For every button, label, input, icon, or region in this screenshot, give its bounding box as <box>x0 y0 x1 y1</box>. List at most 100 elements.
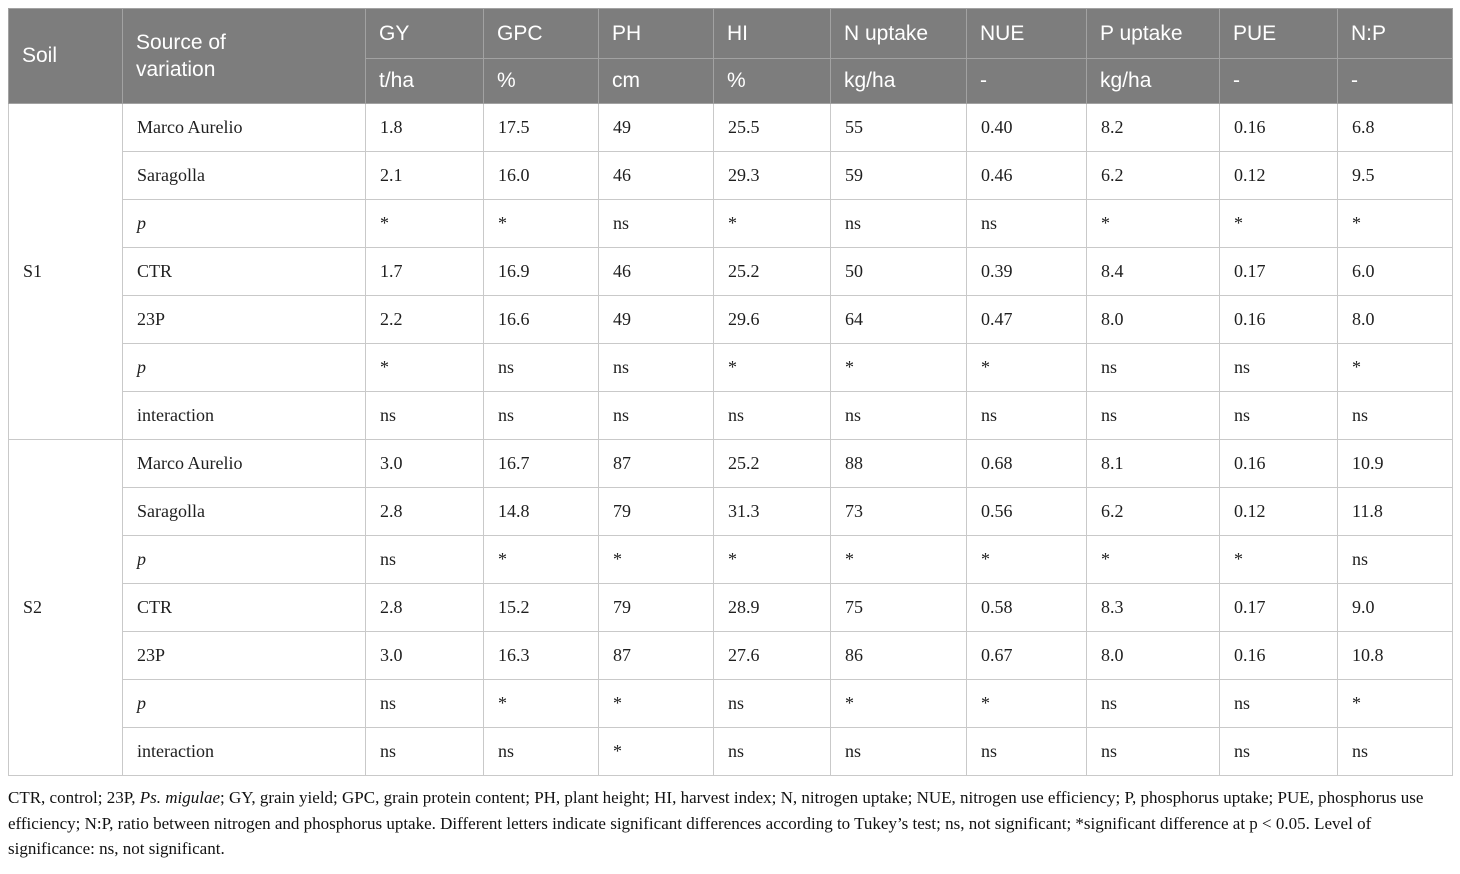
value-cell: ns <box>1337 727 1453 776</box>
value-cell: * <box>1337 343 1453 392</box>
value-cell: ns <box>365 727 484 776</box>
unit-ph: cm <box>598 58 714 104</box>
value-cell: ns <box>713 727 831 776</box>
footnote-text-1: CTR, control; 23P, <box>8 788 140 807</box>
value-cell: * <box>1086 535 1220 584</box>
row-label: p <box>122 199 366 248</box>
value-cell: 79 <box>598 583 714 632</box>
value-cell: ns <box>1219 679 1338 728</box>
value-cell: 28.9 <box>713 583 831 632</box>
value-cell: ns <box>365 391 484 440</box>
soil-column-header: Soil <box>8 8 123 104</box>
row-label: Saragolla <box>122 487 366 536</box>
table-row: S2 Marco Aurelio 3.0 16.7 87 25.2 88 0.68 8.1 0.1… <box>8 439 1453 776</box>
value-cell: * <box>830 343 967 392</box>
value-cell: 0.39 <box>966 247 1087 296</box>
column-header-nue: NUE <box>966 8 1087 59</box>
table-body: S1 Marco Aurelio 1.8 17.5 49 25.5 55 0.40 8.2 0.1… <box>8 103 1453 776</box>
value-cell: ns <box>1086 391 1220 440</box>
unit-pue: - <box>1219 58 1338 104</box>
value-cell: * <box>365 343 484 392</box>
value-cell: 16.6 <box>483 295 599 344</box>
value-cell: 87 <box>598 631 714 680</box>
value-cell: 8.0 <box>1337 295 1453 344</box>
value-cell: ns <box>1337 391 1453 440</box>
value-cell: 0.47 <box>966 295 1087 344</box>
table-row: p * * ns * ns ns * * * <box>9 199 1453 248</box>
value-cell: ns <box>830 727 967 776</box>
value-cell: 6.8 <box>1337 103 1453 152</box>
value-cell: 14.8 <box>483 487 599 536</box>
value-cell: 46 <box>598 247 714 296</box>
value-cell: 50 <box>830 247 967 296</box>
value-cell: 46 <box>598 151 714 200</box>
value-cell: ns <box>1219 343 1338 392</box>
value-cell: 6.2 <box>1086 151 1220 200</box>
value-cell: 6.0 <box>1337 247 1453 296</box>
value-cell: ns <box>966 391 1087 440</box>
source-header-label: Source of variation <box>136 30 226 81</box>
value-cell: ns <box>1086 343 1220 392</box>
value-cell: 79 <box>598 487 714 536</box>
value-cell: * <box>713 535 831 584</box>
value-cell: 75 <box>830 583 967 632</box>
column-header-gpc: GPC <box>483 8 599 59</box>
column-header-hi: HI <box>713 8 831 59</box>
unit-puptake: kg/ha <box>1086 58 1220 104</box>
value-cell: 0.16 <box>1219 631 1338 680</box>
value-cell: 0.17 <box>1219 583 1338 632</box>
row-label: 23P <box>122 631 366 680</box>
value-cell: 86 <box>830 631 967 680</box>
table-row: Saragolla 2.1 16.0 46 29.3 59 0.46 6.2 0.12 9.5 <box>9 151 1453 200</box>
value-cell: 10.8 <box>1337 631 1453 680</box>
value-cell: 1.7 <box>365 247 484 296</box>
value-cell: ns <box>966 199 1087 248</box>
value-cell: 0.46 <box>966 151 1087 200</box>
row-label: p <box>122 679 366 728</box>
value-cell: 16.7 <box>483 439 599 488</box>
value-cell: 8.0 <box>1086 295 1220 344</box>
value-cell: * <box>598 727 714 776</box>
header-unit-row: t/ha % cm % kg/ha - kg/ha - - <box>9 58 1453 104</box>
value-cell: * <box>966 343 1087 392</box>
row-label: CTR <box>122 583 366 632</box>
table-footnote: CTR, control; 23P, Ps. migulae; GY, grai… <box>8 785 1456 862</box>
value-cell: ns <box>1086 679 1220 728</box>
value-cell: ns <box>598 391 714 440</box>
value-cell: ns <box>598 199 714 248</box>
value-cell: * <box>1219 535 1338 584</box>
soil-group-label: S2 <box>8 439 123 776</box>
value-cell: ns <box>483 343 599 392</box>
value-cell: 29.3 <box>713 151 831 200</box>
value-cell: 3.0 <box>365 439 484 488</box>
table-row: interaction ns ns ns ns ns ns ns ns ns <box>9 391 1453 440</box>
value-cell: 6.2 <box>1086 487 1220 536</box>
value-cell: 11.8 <box>1337 487 1453 536</box>
value-cell: 0.16 <box>1219 295 1338 344</box>
table-row: 23P 2.2 16.6 49 29.6 64 0.47 8.0 0.16 8.0 <box>9 295 1453 344</box>
row-label: p <box>122 343 366 392</box>
value-cell: ns <box>830 391 967 440</box>
table-row: p ns * * ns * * ns ns * <box>9 679 1453 728</box>
unit-hi: % <box>713 58 831 104</box>
table-row: Saragolla 2.8 14.8 79 31.3 73 0.56 6.2 0.12 11.8 <box>9 487 1453 536</box>
row-label: interaction <box>122 727 366 776</box>
value-cell: 0.67 <box>966 631 1087 680</box>
value-cell: * <box>966 535 1087 584</box>
value-cell: 59 <box>830 151 967 200</box>
value-cell: 15.2 <box>483 583 599 632</box>
value-cell: ns <box>1086 727 1220 776</box>
value-cell: ns <box>483 391 599 440</box>
value-cell: * <box>483 679 599 728</box>
column-header-ph: PH <box>598 8 714 59</box>
value-cell: 64 <box>830 295 967 344</box>
value-cell: 0.58 <box>966 583 1087 632</box>
value-cell: 8.2 <box>1086 103 1220 152</box>
value-cell: 2.8 <box>365 487 484 536</box>
value-cell: 0.12 <box>1219 487 1338 536</box>
value-cell: 2.2 <box>365 295 484 344</box>
unit-np: - <box>1337 58 1453 104</box>
source-column-header: Source of variation <box>122 8 366 104</box>
row-label: Marco Aurelio <box>122 439 366 488</box>
value-cell: ns <box>1219 391 1338 440</box>
